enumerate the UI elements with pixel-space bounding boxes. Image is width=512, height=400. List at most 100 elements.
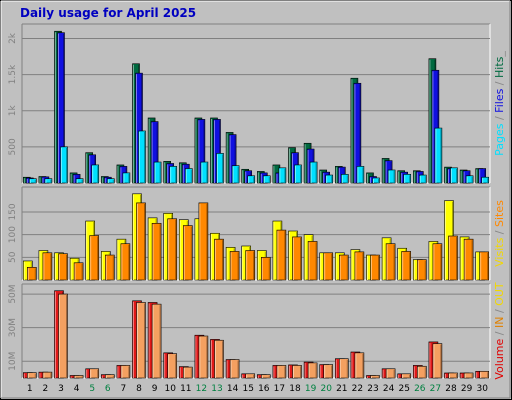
bar-out-day-8 (136, 302, 146, 379)
plot-area (22, 24, 490, 183)
legend-part: / (493, 113, 506, 124)
legend-part: IN (493, 317, 506, 328)
plot-area (22, 187, 490, 280)
chart-title: Daily usage for April 2025 (20, 6, 196, 20)
legend-part: / (493, 328, 506, 339)
y-tick-label: 10M (8, 352, 18, 371)
bar-pages-day-12 (200, 161, 209, 184)
bar-pages-day-24 (387, 169, 396, 184)
bar-out-day-17 (276, 365, 287, 379)
bar-out-day-12 (198, 335, 209, 379)
legend-part: Visits (493, 237, 506, 266)
bar-out-day-18 (292, 365, 302, 379)
legend-part: Sites (493, 200, 506, 227)
bar-out-day-1 (26, 372, 37, 379)
bar-sites-day-7 (120, 243, 131, 281)
bar-sites-day-18 (292, 236, 302, 281)
bar-sites-day-29 (463, 238, 474, 281)
x-tick-label-day-22: 22 (352, 384, 363, 394)
x-tick-label-day-25: 25 (398, 384, 409, 394)
bar-sites-day-15 (245, 250, 255, 281)
y-tick-label: 1k (8, 104, 18, 116)
x-tick-label-day-4: 4 (74, 384, 80, 394)
y-tick-label: 50 (8, 251, 18, 263)
chart-panel-3: 10M 30M 50M Volume / IN / OUT (8, 282, 506, 380)
bar-sites-day-11 (183, 225, 193, 281)
bar-out-day-3 (58, 293, 68, 379)
bar-sites-day-30 (479, 251, 490, 281)
bar-pages-day-26 (418, 174, 427, 184)
bar-out-day-19 (307, 362, 318, 379)
x-tick-label-day-18: 18 (289, 384, 301, 394)
bar-sites-day-3 (58, 253, 68, 281)
bar-out-day-7 (120, 365, 131, 379)
x-tick-label-day-19: 19 (305, 384, 317, 394)
bar-out-day-23 (370, 375, 380, 379)
bar-out-day-26 (416, 365, 427, 379)
chart-panel-1: 500 1k 1.5k 2k Pages / Files / Hits_ (8, 23, 506, 184)
bar-pages-day-1 (28, 178, 37, 184)
legend-part: Files (493, 88, 506, 112)
y-tick-label: 1.5k (8, 64, 18, 84)
bar-out-day-6 (105, 374, 115, 379)
bar-sites-day-21 (338, 254, 349, 281)
y-tick-label: 100 (8, 226, 18, 243)
bar-pages-day-10 (169, 166, 177, 184)
bar-pages-day-6 (107, 178, 115, 184)
bar-sites-day-26 (416, 259, 427, 281)
bar-sites-day-19 (307, 241, 318, 281)
x-tick-label-day-14: 14 (227, 384, 239, 394)
x-tick-label-day-28: 28 (445, 384, 457, 394)
bar-sites-day-12 (198, 202, 209, 281)
bar-sites-day-17 (276, 229, 287, 281)
x-tick-label-day-11: 11 (180, 384, 191, 394)
x-tick-label-day-8: 8 (136, 384, 142, 394)
y-tick-label: 150 (8, 203, 18, 220)
x-tick-label-day-6: 6 (105, 384, 111, 394)
bar-out-day-13 (214, 339, 224, 379)
x-tick-label-day-24: 24 (383, 384, 395, 394)
y-tick-label: 500 (8, 138, 18, 155)
chart-panel-2: 50 100 150 Visits / Sites (8, 186, 506, 281)
bar-pages-day-20 (325, 174, 334, 184)
bar-out-day-2 (42, 371, 53, 379)
bar-out-day-28 (448, 372, 458, 379)
x-axis-day-labels: 1 2 3 4 5 6 7 8 9 10 11 12 13 14 15 16 17 18 19 20 21 22 23 24 2… (27, 384, 488, 394)
x-tick-label-day-5: 5 (89, 384, 95, 394)
bar-pages-day-13 (216, 153, 224, 184)
series-legend-label: Pages / Files / Hits_ (493, 51, 506, 156)
bar-pages-day-3 (60, 146, 68, 184)
x-tick-label-day-10: 10 (164, 384, 176, 394)
bar-sites-day-1 (26, 266, 37, 281)
legend-part: / (493, 78, 506, 89)
bar-sites-day-4 (73, 262, 84, 281)
bar-sites-day-5 (89, 235, 99, 281)
bar-out-day-25 (401, 373, 412, 379)
bar-out-day-29 (463, 372, 474, 379)
x-tick-label-day-21: 21 (336, 384, 347, 394)
x-tick-label-day-9: 9 (152, 384, 158, 394)
bar-pages-day-2 (44, 178, 53, 184)
legend-part: Hits (493, 56, 506, 78)
bar-pages-day-30 (481, 176, 490, 184)
bar-out-day-30 (479, 370, 490, 379)
x-tick-label-day-27: 27 (430, 384, 441, 394)
legend-part: _ (493, 51, 506, 58)
y-tick-label: 2k (8, 32, 18, 44)
bar-sites-day-20 (323, 252, 334, 281)
x-tick-label-day-7: 7 (121, 384, 127, 394)
x-tick-label-day-3: 3 (58, 384, 64, 394)
bar-sites-day-9 (151, 222, 162, 281)
x-tick-label-day-29: 29 (461, 384, 473, 394)
bar-pages-day-18 (294, 164, 302, 184)
bar-sites-day-6 (105, 254, 115, 281)
bar-out-day-4 (73, 375, 84, 379)
bar-pages-day-4 (75, 178, 84, 184)
legend-part: / (493, 306, 506, 317)
bar-sites-day-2 (42, 252, 53, 281)
legend-part: OUT (493, 282, 506, 306)
bar-pages-day-14 (231, 165, 240, 184)
bar-out-day-22 (354, 352, 365, 379)
bar-pages-day-25 (403, 174, 412, 184)
bar-pages-day-19 (309, 161, 318, 184)
